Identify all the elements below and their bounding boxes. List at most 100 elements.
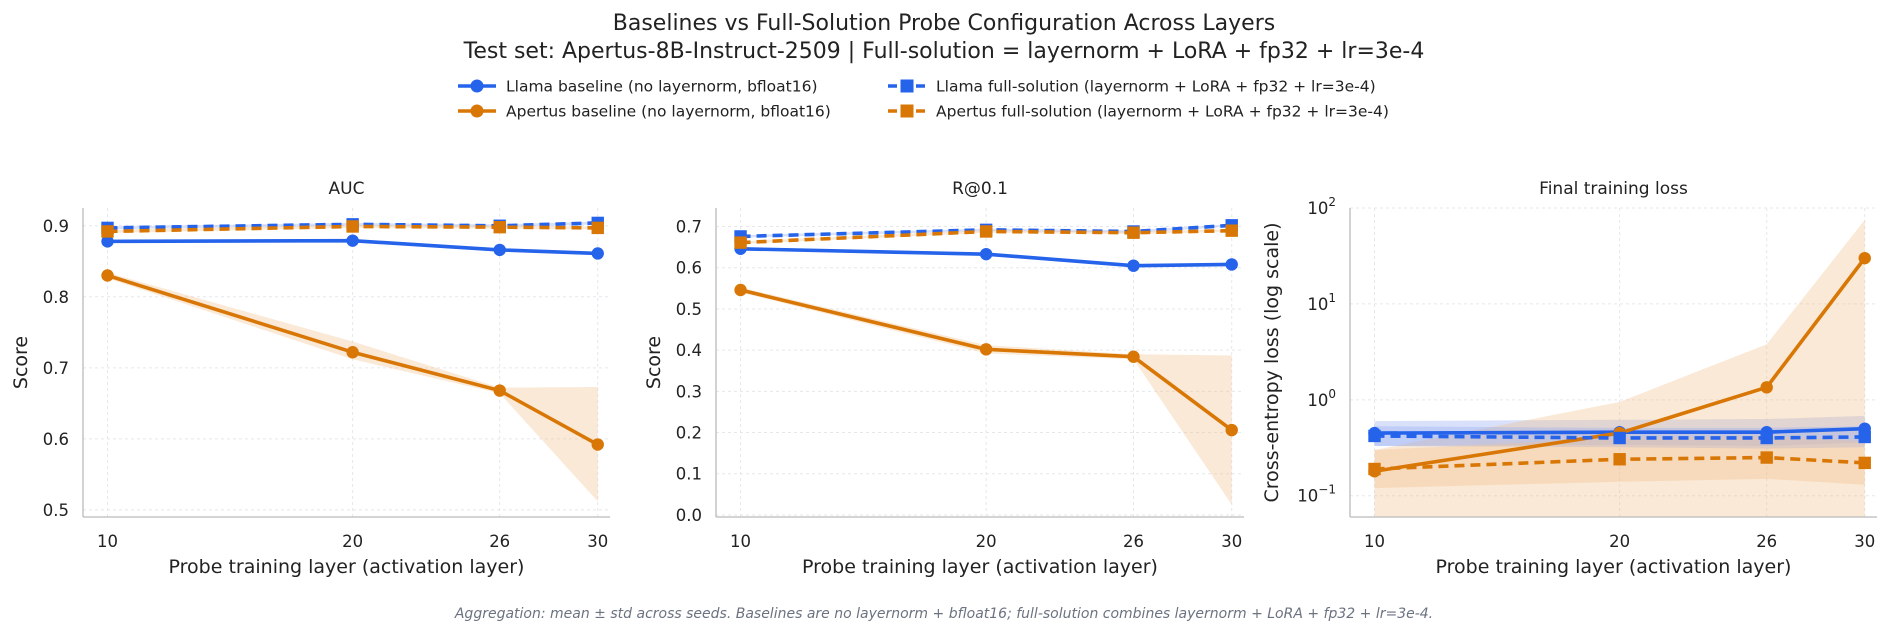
data-point bbox=[979, 247, 993, 261]
x-tick-label: 30 bbox=[587, 532, 608, 551]
series-line bbox=[1374, 257, 1867, 474]
panel-auc: 0.5 0.6 0.7 0.8 0.9 10 20 26 30 AUC Probe training… bbox=[10, 179, 610, 578]
series bbox=[1368, 429, 1871, 445]
legend-entry: Llama full-solution (layernorm + LoRA + … bbox=[888, 78, 1376, 96]
data-point bbox=[1858, 456, 1871, 470]
y-tick-label: 0.1 bbox=[676, 465, 702, 484]
data-point bbox=[1760, 451, 1773, 464]
data-point bbox=[734, 236, 747, 249]
data-point bbox=[1127, 350, 1140, 363]
x-tick-label: 20 bbox=[1609, 532, 1630, 551]
data-point bbox=[1225, 224, 1238, 237]
y-tick-label: 0.3 bbox=[676, 382, 702, 401]
x-axis-label: Probe training layer (activation layer) bbox=[802, 556, 1158, 578]
panel-title: Final training loss bbox=[1539, 179, 1688, 199]
data-point bbox=[493, 384, 506, 397]
data-point bbox=[591, 438, 604, 451]
series bbox=[734, 224, 1238, 249]
legend-marker bbox=[470, 104, 484, 118]
series bbox=[1368, 451, 1871, 476]
figure-title-line2: Test set: Apertus-8B-Instruct-2509 | Ful… bbox=[463, 39, 1425, 64]
x-axis-label: Probe training layer (activation layer) bbox=[169, 556, 525, 578]
data-point bbox=[1613, 453, 1626, 466]
axes: 10−1 100 101 102 10 20 26 30 bbox=[1297, 195, 1877, 551]
series bbox=[101, 220, 604, 238]
y-tick-label: 101 bbox=[1307, 291, 1336, 314]
panel-title: AUC bbox=[329, 179, 365, 199]
legend: Llama baseline (no layernorm, bfloat16) A… bbox=[458, 78, 1389, 121]
y-tick-label: 0.8 bbox=[43, 288, 69, 307]
data-point bbox=[493, 243, 506, 257]
y-tick-label: 0.7 bbox=[43, 359, 69, 378]
data-point bbox=[1127, 259, 1140, 272]
y-tick-label: 0.5 bbox=[43, 501, 69, 520]
data-point bbox=[1127, 226, 1140, 239]
series-line bbox=[107, 238, 598, 256]
data-point bbox=[591, 247, 604, 260]
legend-label: Apertus baseline (no layernorm, bfloat16… bbox=[506, 103, 831, 121]
x-tick-label: 10 bbox=[730, 532, 751, 551]
x-tick-label: 20 bbox=[976, 532, 997, 551]
data-point bbox=[979, 225, 993, 238]
legend-label: Llama baseline (no layernorm, bfloat16) bbox=[506, 78, 818, 96]
panel-recall: 0.0 0.1 0.2 0.3 0.4 0.5 0.6 0.7 10 20 26 30 R@0.1 Pro… bbox=[643, 179, 1244, 578]
y-tick-label: 0.2 bbox=[676, 424, 702, 443]
gridlines bbox=[83, 208, 610, 517]
series bbox=[101, 269, 604, 451]
series-line bbox=[1374, 434, 1865, 440]
y-tick-label: 10−1 bbox=[1297, 483, 1336, 506]
x-axis-label: Probe training layer (activation layer) bbox=[1436, 556, 1792, 578]
data-point bbox=[346, 220, 359, 233]
data-point bbox=[734, 283, 747, 297]
legend-label: Llama full-solution (layernorm + LoRA + … bbox=[936, 78, 1376, 96]
y-tick-label: 0.6 bbox=[676, 259, 702, 278]
y-tick-label: 0.6 bbox=[43, 430, 69, 449]
std-band bbox=[1374, 219, 1865, 517]
axes: 0.0 0.1 0.2 0.3 0.4 0.5 0.6 0.7 10 20 26 30 bbox=[676, 208, 1244, 551]
data-point bbox=[1760, 431, 1773, 445]
data-point bbox=[1225, 258, 1238, 271]
y-tick-label: 102 bbox=[1307, 195, 1336, 218]
footnote: Aggregation: mean ± std across seeds. Ba… bbox=[454, 606, 1433, 622]
series-line bbox=[107, 224, 598, 234]
data-point bbox=[1368, 429, 1381, 443]
x-tick-label: 26 bbox=[489, 532, 510, 551]
data-point bbox=[1760, 381, 1773, 394]
legend-marker bbox=[470, 79, 484, 93]
series-line bbox=[107, 221, 598, 230]
y-tick-label: 100 bbox=[1307, 387, 1336, 410]
axes: 0.5 0.6 0.7 0.8 0.9 10 20 26 30 bbox=[43, 208, 610, 551]
panel-loss: 10−1 100 101 102 10 20 26 30 Final training loss… bbox=[1261, 179, 1877, 578]
series-line bbox=[106, 273, 599, 447]
legend-marker bbox=[900, 79, 914, 93]
y-axis-label: Cross-entropy loss (log scale) bbox=[1261, 222, 1283, 502]
x-tick-label: 26 bbox=[1123, 532, 1144, 551]
data-point bbox=[101, 235, 114, 248]
y-axis-label: Score bbox=[643, 336, 665, 389]
x-tick-label: 20 bbox=[342, 532, 363, 551]
std-band bbox=[107, 225, 598, 233]
panel-title: R@0.1 bbox=[952, 179, 1008, 199]
series-line bbox=[1374, 426, 1865, 435]
data-point bbox=[591, 221, 604, 235]
gridlines bbox=[1350, 207, 1877, 517]
series-line bbox=[740, 246, 1232, 268]
x-tick-label: 10 bbox=[1364, 532, 1385, 551]
y-tick-label: 0.9 bbox=[43, 217, 69, 236]
series bbox=[101, 234, 604, 260]
legend-marker bbox=[900, 104, 914, 118]
legend-entry: Apertus full-solution (layernorm + LoRA … bbox=[888, 103, 1389, 121]
data-point bbox=[1225, 423, 1238, 437]
series-line bbox=[740, 288, 1233, 432]
figure-title-line1: Baselines vs Full-Solution Probe Configu… bbox=[613, 11, 1275, 36]
legend-entry: Apertus baseline (no layernorm, bfloat16… bbox=[458, 103, 831, 121]
data-point bbox=[1858, 251, 1871, 265]
y-tick-label: 0.7 bbox=[676, 218, 702, 237]
data-point bbox=[346, 346, 359, 359]
series bbox=[734, 283, 1238, 437]
data-point bbox=[101, 225, 114, 238]
x-tick-label: 10 bbox=[97, 532, 118, 551]
y-axis-label: Score bbox=[10, 336, 32, 389]
y-tick-label: 0.5 bbox=[676, 300, 702, 319]
